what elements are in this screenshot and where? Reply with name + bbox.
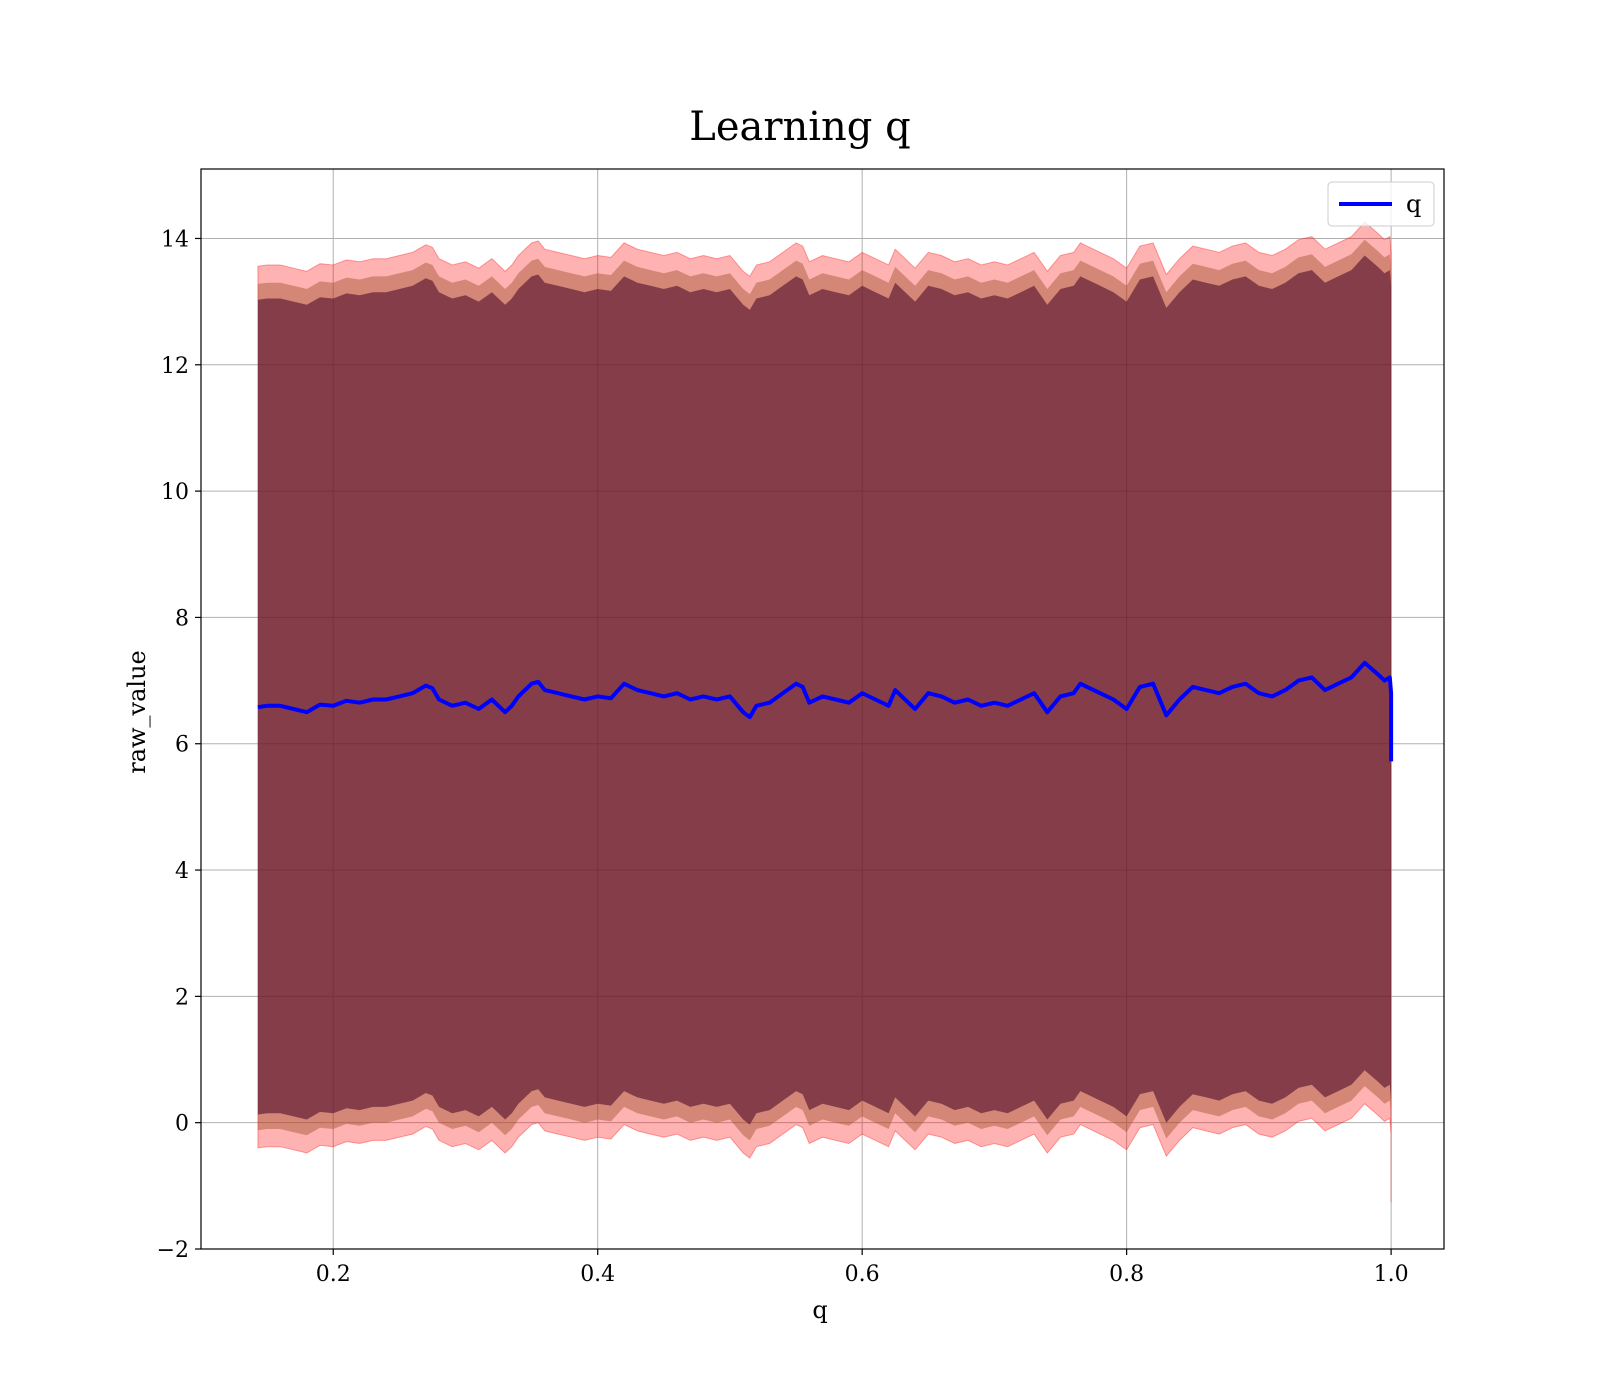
x-axis-ticks: 0.2 0.4 0.6 0.8 1.0: [316, 1249, 1409, 1287]
y-axis-label: raw_value: [123, 650, 151, 774]
x-axis-label: q: [812, 1296, 827, 1324]
band-inner: [257, 255, 1392, 1169]
confidence-bands: [257, 221, 1392, 1203]
y-axis-ticks: −2 0 2 4 6 8 10 12 14: [157, 227, 201, 1263]
x-tick-label: 0.6: [845, 1262, 880, 1287]
plot-area: [200, 168, 1445, 1250]
legend-label-q: q: [1406, 190, 1421, 218]
y-tick-label: 8: [175, 606, 189, 631]
y-tick-label: −2: [157, 1238, 189, 1263]
y-tick-label: 12: [161, 354, 189, 379]
legend: q: [1327, 181, 1435, 227]
x-tick-label: 0.2: [316, 1262, 351, 1287]
x-tick-label: 0.4: [580, 1262, 615, 1287]
series-line-q: [257, 660, 1394, 762]
y-tick-label: 6: [175, 733, 189, 758]
y-tick-label: 14: [161, 227, 189, 252]
chart-title: Learning q: [689, 104, 910, 150]
x-tick-label: 1.0: [1374, 1262, 1409, 1287]
y-tick-label: 0: [175, 1112, 189, 1137]
y-tick-label: 4: [175, 859, 189, 884]
x-tick-label: 0.8: [1109, 1262, 1144, 1287]
series-lines: [257, 660, 1394, 762]
y-tick-label: 10: [161, 480, 189, 505]
axes-frame: [200, 168, 1445, 1250]
y-tick-label: 2: [175, 985, 189, 1010]
